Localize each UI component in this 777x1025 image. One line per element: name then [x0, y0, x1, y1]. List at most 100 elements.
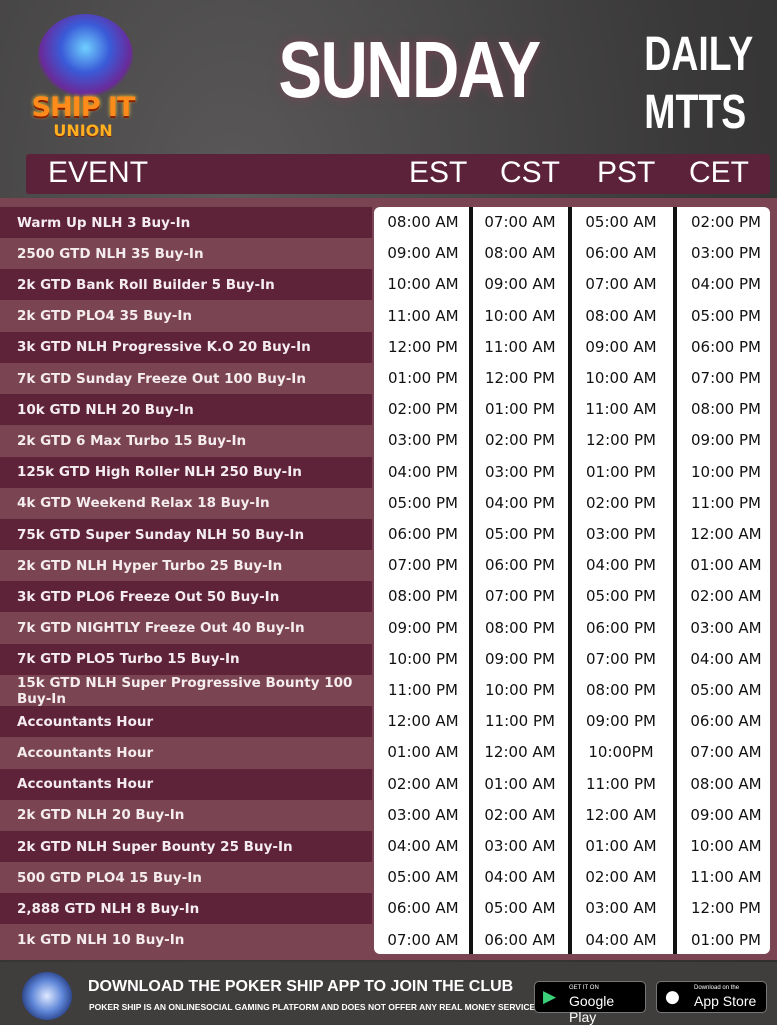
time-cell-est: 10:00 AM [387, 275, 459, 294]
time-cell-cst: 12:00 PM [485, 369, 555, 387]
time-cell-pst: 03:00 AM [585, 899, 657, 918]
table-header: EVENT EST CST PST CET [26, 154, 770, 194]
header-cet: CET [689, 156, 749, 189]
time-cell-est: 03:00 PM [388, 431, 458, 450]
time-cell-cst: 04:00 PM [485, 493, 555, 512]
time-cell-cet: 10:00 PM [691, 462, 761, 481]
time-cell-cet: 09:00 PM [691, 431, 761, 450]
google-play-icon: ▶ [543, 987, 557, 1007]
time-cell-cet: 07:00 PM [691, 369, 761, 387]
time-cell-est: 07:00 AM [387, 930, 459, 949]
time-cell-cst: 08:00 PM [485, 618, 555, 637]
header-cst: CST [500, 156, 560, 189]
time-cell-cst: 02:00 PM [485, 431, 555, 450]
apple-icon: ● [665, 987, 680, 1007]
time-cell-cst: 07:00 AM [484, 213, 556, 231]
event-row: 125k GTD High Roller NLH 250 Buy-In [0, 456, 372, 488]
time-cell-pst: 09:00 AM [585, 337, 657, 356]
event-row: 15k GTD NLH Super Progressive Bounty 100… [17, 674, 353, 707]
time-cell-pst: 02:00 AM [585, 868, 657, 887]
time-cell-cet: 05:00 AM [690, 681, 762, 699]
time-cell-pst: 06:00 PM [586, 618, 656, 637]
subtitle-line2: MTTS [644, 86, 747, 139]
time-cell-pst: 04:00 PM [586, 556, 656, 575]
time-cell-est: 03:00 AM [387, 805, 459, 824]
time-cell-cst: 12:00 AM [484, 743, 556, 762]
header-pst: PST [597, 156, 656, 189]
header-event: EVENT [48, 156, 149, 189]
event-row: 2k GTD NLH Hyper Turbo 25 Buy-In [17, 557, 283, 574]
time-cell-pst: 06:00 AM [585, 244, 657, 263]
logo-line1: SHIP IT [31, 92, 136, 123]
event-row: 7k GTD Sunday Freeze Out 100 Buy-In [17, 370, 306, 387]
event-row: 2,888 GTD NLH 8 Buy-In [0, 893, 372, 925]
time-cell-pst: 07:00 PM [586, 649, 656, 668]
time-cell-est: 12:00 PM [388, 337, 458, 356]
time-cell-cst: 01:00 AM [484, 774, 556, 793]
column-divider [568, 207, 572, 954]
event-row: 10k GTD NLH 20 Buy-In [0, 394, 372, 426]
time-cell-est: 10:00 PM [388, 649, 458, 668]
time-cell-pst: 02:00 PM [586, 493, 656, 512]
event-row: 2k GTD NLH 20 Buy-In [17, 807, 185, 824]
event-row: Accountants Hour [0, 706, 372, 738]
time-cell-pst: 07:00 AM [585, 275, 657, 294]
google-play-label: Google Play [569, 993, 615, 1025]
time-cell-est: 11:00 PM [388, 681, 458, 699]
time-cell-cet: 06:00 PM [691, 337, 761, 356]
time-cell-est: 11:00 AM [387, 306, 459, 325]
time-cell-pst: 05:00 AM [585, 213, 657, 231]
time-cell-est: 02:00 AM [387, 774, 459, 793]
time-cell-cst: 09:00 AM [484, 275, 556, 294]
time-cell-cet: 08:00 AM [690, 774, 762, 793]
time-cell-pst: 05:00 PM [586, 587, 656, 606]
event-row: 2k GTD 6 Max Turbo 15 Buy-In [17, 432, 247, 449]
time-cell-est: 05:00 PM [388, 493, 458, 512]
time-cell-est: 09:00 PM [388, 618, 458, 637]
time-cell-cet: 01:00 PM [691, 930, 761, 949]
time-cell-pst: 04:00 AM [585, 930, 657, 949]
time-cell-cet: 12:00 AM [690, 525, 762, 543]
time-cell-cst: 08:00 AM [484, 244, 556, 263]
time-cell-cst: 11:00 PM [485, 712, 555, 731]
time-cell-cst: 10:00 AM [484, 306, 556, 325]
time-cell-cet: 10:00 AM [690, 837, 762, 855]
time-cell-pst: 11:00 AM [585, 400, 657, 419]
logo-line2: UNION [53, 121, 113, 140]
time-cell-cst: 03:00 PM [485, 462, 555, 481]
time-cell-pst: 12:00 AM [585, 805, 657, 824]
time-cell-pst: 12:00 PM [586, 431, 656, 450]
time-cell-cst: 06:00 PM [485, 556, 555, 575]
time-cell-est: 04:00 PM [388, 462, 458, 481]
google-play-small: GET IT ON [569, 985, 599, 991]
time-cell-cet: 08:00 PM [691, 400, 761, 419]
time-cell-cet: 12:00 PM [691, 899, 761, 918]
time-cell-pst: 08:00 AM [585, 306, 657, 325]
time-cell-cet: 05:00 PM [691, 306, 761, 325]
times-panel: 08:00 AM 07:00 AM 05:00 AM 02:00 PM 09:00 AM… [374, 207, 770, 954]
column-divider [469, 207, 473, 954]
time-cell-cst: 02:00 AM [484, 805, 556, 824]
footer: DOWNLOAD THE POKER SHIP APP TO JOIN THE … [0, 962, 777, 1025]
time-cell-est: 06:00 AM [387, 899, 459, 918]
time-cell-cet: 01:00 AM [690, 556, 762, 575]
time-cell-cet: 11:00 PM [691, 493, 761, 512]
time-cell-pst: 09:00 PM [586, 712, 656, 731]
column-divider [673, 207, 677, 954]
schedule-table: Warm Up NLH 3 Buy-In 2500 GTD NLH 35 Buy-… [0, 198, 777, 960]
time-cell-cst: 10:00 PM [485, 681, 555, 699]
time-cell-cst: 03:00 AM [484, 837, 556, 855]
time-cell-pst: 01:00 AM [585, 837, 657, 855]
app-store-button[interactable]: ● Download on the App Store [656, 981, 767, 1013]
time-cell-est: 01:00 PM [388, 369, 458, 387]
time-cell-cst: 06:00 AM [484, 930, 556, 949]
event-row: 2k GTD NLH Super Bounty 25 Buy-In [0, 831, 372, 862]
time-cell-cst: 01:00 PM [485, 400, 555, 419]
time-cell-cet: 04:00 AM [690, 649, 762, 668]
app-store-small: Download on the [694, 985, 740, 991]
event-row: Warm Up NLH 3 Buy-In [0, 207, 372, 238]
event-row: 2k GTD Bank Roll Builder 5 Buy-In [0, 269, 372, 301]
google-play-button[interactable]: ▶ GET IT ON Google Play [534, 981, 646, 1025]
event-row: 4k GTD Weekend Relax 18 Buy-In [17, 495, 270, 512]
time-cell-pst: 11:00 PM [586, 774, 656, 793]
